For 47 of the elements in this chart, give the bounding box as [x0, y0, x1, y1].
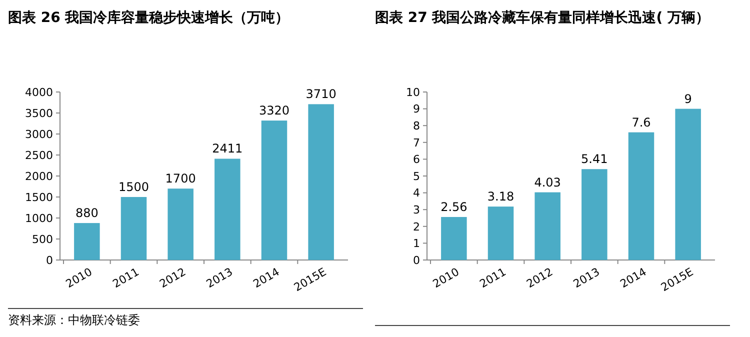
data-label: 1500 [118, 180, 150, 194]
bar [488, 206, 514, 260]
bar [120, 197, 147, 260]
y-tick-label: 2000 [25, 170, 53, 183]
bar [534, 192, 560, 260]
y-tick-label: 6 [413, 153, 420, 166]
y-tick-label: 3 [413, 203, 420, 216]
y-tick-label: 3500 [25, 106, 53, 120]
y-tick-label: 3000 [25, 128, 53, 141]
data-label: 4.03 [534, 175, 561, 190]
data-label: 2411 [212, 142, 243, 156]
y-tick-label: 10 [406, 86, 420, 99]
chart-title: 图表 27 我国公路冷藏车保有量同样增长迅速( 万辆） [375, 9, 711, 28]
y-tick-label: 7 [413, 136, 420, 150]
y-tick-label: 8 [413, 119, 420, 132]
y-tick-label: 4000 [25, 86, 53, 99]
data-label: 9 [684, 92, 692, 106]
data-label: 2.56 [440, 200, 468, 214]
data-label: 3.18 [487, 190, 514, 204]
bar [675, 108, 701, 260]
bar [628, 132, 654, 260]
y-tick-label: 4 [413, 186, 420, 200]
data-label: 3320 [258, 104, 290, 118]
y-tick-label: 5 [413, 170, 420, 183]
text: 资料来源：中物联冷链委 [8, 312, 141, 329]
bar [308, 104, 334, 260]
bar [582, 169, 608, 260]
data-label: 7.6 [632, 115, 651, 130]
y-tick-label: 9 [413, 102, 420, 116]
y-tick-label: 1000 [25, 212, 53, 225]
data-label: 880 [75, 206, 98, 220]
y-tick-label: 500 [32, 232, 53, 246]
data-label: 1700 [165, 172, 196, 186]
bar [214, 158, 240, 260]
data-label: 5.41 [581, 152, 608, 166]
y-tick-label: 0 [413, 254, 420, 267]
bar [441, 216, 467, 260]
y-tick-label: 1500 [25, 190, 53, 204]
data-label: 3710 [306, 87, 336, 102]
y-tick-label: 0 [46, 254, 53, 267]
y-tick-label: 2500 [25, 148, 53, 162]
y-tick-label: 1 [413, 237, 420, 250]
bar [261, 120, 288, 260]
chart-title: 图表 26 我国冷库容量稳步快速增长（万吨） [8, 8, 290, 28]
y-tick-label: 2 [413, 220, 420, 234]
bar [74, 223, 100, 260]
bar [168, 188, 194, 260]
